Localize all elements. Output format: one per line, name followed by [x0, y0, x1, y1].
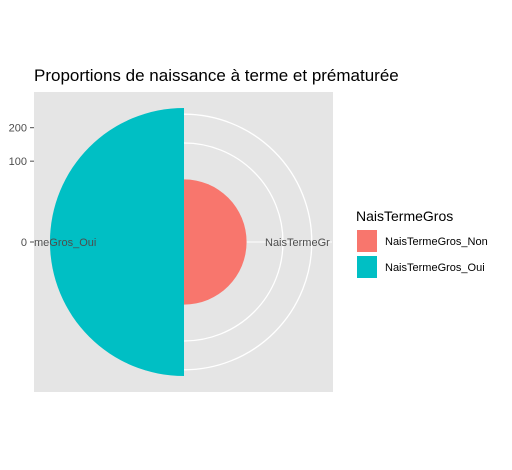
legend: NaisTermeGros NaisTermeGros_Non NaisTerm…	[356, 208, 488, 278]
bars-layer	[49, 107, 247, 377]
y-tick-label-200: 200	[9, 123, 27, 135]
legend-key-non	[357, 230, 377, 252]
legend-label-non: NaisTermeGros_Non	[385, 236, 488, 248]
bar-naistermegros-oui	[49, 107, 185, 377]
legend-label-oui: NaisTermeGros_Oui	[385, 262, 485, 274]
angle-label-non: NaisTermeGr	[265, 237, 330, 249]
y-axis: 0 100 200	[9, 123, 34, 249]
y-tick-label-100: 100	[9, 156, 27, 168]
legend-key-oui	[357, 256, 377, 278]
y-tick-label-0: 0	[21, 237, 27, 249]
bar-naistermegros-non	[184, 179, 247, 305]
angle-label-oui: meGros_Oui	[34, 237, 96, 249]
chart-title: Proportions de naissance à terme et prém…	[34, 66, 399, 85]
legend-title: NaisTermeGros	[356, 208, 453, 224]
